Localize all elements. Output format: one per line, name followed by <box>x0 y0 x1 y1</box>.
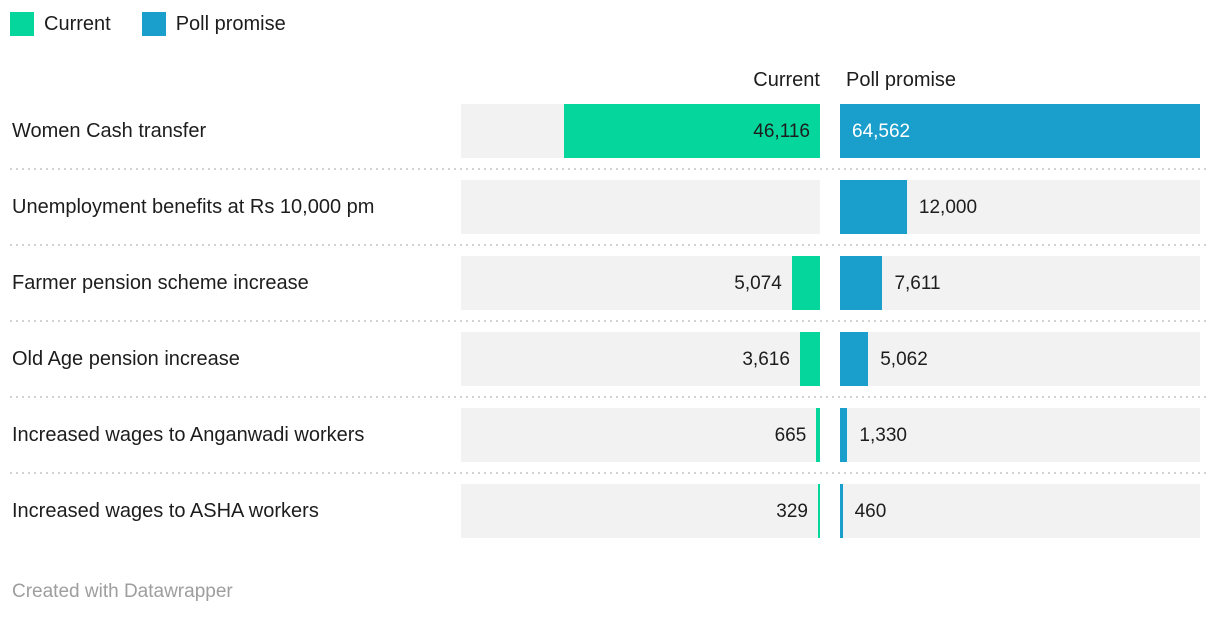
row-label: Old Age pension increase <box>12 347 240 370</box>
chart-rows: Women Cash transfer 46,116 64,562 Unemploym… <box>10 104 1208 538</box>
legend-label-current: Current <box>44 12 111 35</box>
chart-row: Women Cash transfer 46,116 64,562 <box>12 104 1200 158</box>
chart-row: Old Age pension increase 3,616 5,062 <box>12 332 1200 386</box>
legend: Current Poll promise <box>10 12 286 36</box>
promise-track: 460 <box>840 484 1200 538</box>
column-gutter <box>820 332 840 386</box>
promise-value-label: 7,611 <box>894 273 941 294</box>
row-separator <box>10 320 1208 322</box>
column-gutter <box>820 104 840 158</box>
current-bar <box>818 484 820 538</box>
current-track: 46,116 <box>461 104 820 158</box>
column-gutter <box>820 484 840 538</box>
column-gutter <box>820 408 840 462</box>
promise-value-label: 1,330 <box>859 425 907 446</box>
current-track: 329 <box>461 484 820 538</box>
promise-track: 64,562 <box>840 104 1200 158</box>
promise-value-label: 64,562 <box>852 121 911 142</box>
attribution-text: Created with Datawrapper <box>12 581 233 602</box>
chart-row: Farmer pension scheme increase 5,074 7,611 <box>12 256 1200 310</box>
legend-swatch-poll-promise-icon <box>141 12 166 36</box>
chart-row: Increased wages to Anganwadi workers 665 1… <box>12 408 1200 462</box>
legend-label-poll-promise: Poll promise <box>175 12 286 35</box>
row-label: Increased wages to ASHA workers <box>12 499 319 522</box>
chart-row: Unemployment benefits at Rs 10,000 pm 12,… <box>12 180 1200 234</box>
legend-item-poll-promise: Poll promise <box>141 12 286 36</box>
current-bar <box>799 332 820 386</box>
current-value-label: 3,616 <box>742 349 790 370</box>
current-value-label: 5,074 <box>734 273 782 294</box>
promise-track: 12,000 <box>840 180 1200 234</box>
promise-bar <box>840 104 1200 158</box>
row-label: Unemployment benefits at Rs 10,000 pm <box>12 195 375 218</box>
legend-swatch-current-icon <box>10 12 34 36</box>
promise-bar <box>840 332 869 386</box>
promise-track: 7,611 <box>840 256 1200 310</box>
current-value-label: 665 <box>774 425 807 446</box>
current-bar <box>563 104 820 158</box>
row-separator <box>10 472 1208 474</box>
column-gutter <box>820 256 840 310</box>
legend-item-current: Current <box>10 12 111 36</box>
bar-chart: Current Poll promise Women Cash transfer… <box>10 69 1208 538</box>
promise-value-label: 460 <box>854 501 887 522</box>
column-header-current: Current <box>753 69 820 91</box>
row-label: Women Cash transfer <box>12 119 207 142</box>
row-label: Farmer pension scheme increase <box>12 271 309 294</box>
current-track: 3,616 <box>461 332 820 386</box>
column-headers: Current Poll promise <box>12 69 1200 95</box>
promise-track: 5,062 <box>840 332 1200 386</box>
row-separator <box>10 396 1208 398</box>
promise-bar <box>840 256 883 310</box>
current-bar <box>791 256 820 310</box>
promise-bar <box>840 484 843 538</box>
current-track: 665 <box>461 408 820 462</box>
row-label: Increased wages to Anganwadi workers <box>12 423 365 446</box>
column-header-poll-promise: Poll promise <box>846 69 957 91</box>
promise-value-label: 5,062 <box>880 349 928 370</box>
current-value-label: 329 <box>776 501 808 522</box>
promise-bar <box>840 180 907 234</box>
current-value-label: 46,116 <box>753 121 810 142</box>
column-gutter <box>820 180 840 234</box>
current-track: 5,074 <box>461 256 820 310</box>
promise-bar <box>840 408 848 462</box>
chart-row: Increased wages to ASHA workers 329 460 <box>12 484 1200 538</box>
current-track <box>461 180 820 234</box>
row-separator <box>10 168 1208 170</box>
promise-value-label: 12,000 <box>918 197 978 218</box>
current-bar <box>816 408 820 462</box>
promise-track: 1,330 <box>840 408 1200 462</box>
row-separator <box>10 244 1208 246</box>
